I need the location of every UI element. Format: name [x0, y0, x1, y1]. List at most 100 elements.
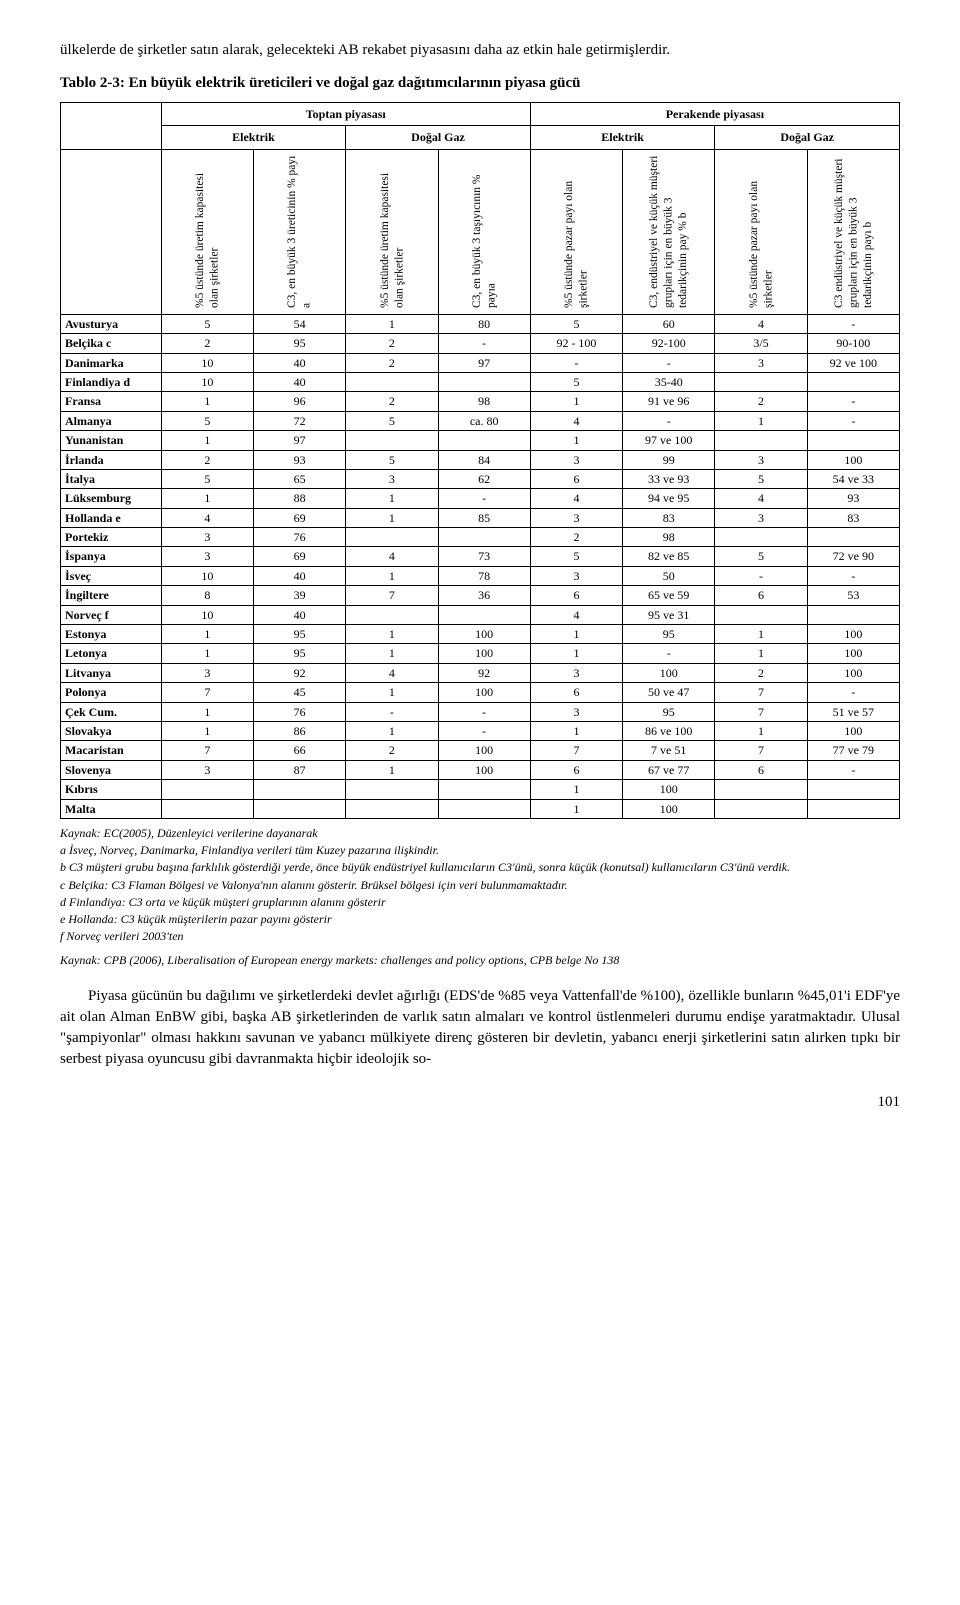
- table-cell: [807, 528, 899, 547]
- note-line: Kaynak: EC(2005), Düzenleyici verilerine…: [60, 825, 900, 841]
- table-cell: -: [715, 566, 807, 585]
- table-cell: [346, 372, 438, 391]
- table-row: İspanya369473582 ve 85572 ve 90: [61, 547, 900, 566]
- row-country: Belçika c: [61, 334, 162, 353]
- table-cell: [438, 528, 530, 547]
- table-cell: 3/5: [715, 334, 807, 353]
- table-title: Tablo 2-3: En büyük elektrik üreticileri…: [60, 75, 900, 92]
- row-country: Yunanistan: [61, 431, 162, 450]
- table-cell: [161, 799, 253, 818]
- table-cell: -: [438, 702, 530, 721]
- row-country: Slovenya: [61, 760, 162, 779]
- table-row: Hollanda e469185383383: [61, 508, 900, 527]
- table-cell: 10: [161, 605, 253, 624]
- table-cell: 2: [161, 450, 253, 469]
- table-cell: 95: [623, 702, 715, 721]
- table-cell: 1: [530, 799, 622, 818]
- table-cell: 7 ve 51: [623, 741, 715, 760]
- table-cell: 54 ve 33: [807, 469, 899, 488]
- table-cell: [807, 372, 899, 391]
- table-cell: [715, 799, 807, 818]
- table-notes: Kaynak: EC(2005), Düzenleyici verilerine…: [60, 825, 900, 944]
- table-row: İtalya565362633 ve 93554 ve 33: [61, 469, 900, 488]
- table-cell: 6: [530, 586, 622, 605]
- table-cell: 5: [346, 450, 438, 469]
- table-cell: 72: [253, 411, 345, 430]
- table-cell: [807, 799, 899, 818]
- table-cell: -: [807, 760, 899, 779]
- row-country: Kıbrıs: [61, 780, 162, 799]
- table-cell: 100: [438, 741, 530, 760]
- table-cell: 3: [715, 353, 807, 372]
- table-cell: -: [807, 566, 899, 585]
- table-row: Slovakya1861-186 ve 1001100: [61, 721, 900, 740]
- table-cell: 6: [530, 683, 622, 702]
- table-row: Belçika c2952-92 - 10092-1003/590-100: [61, 334, 900, 353]
- colhead-6: %5 üstünde pazar payı olan şirketler: [715, 149, 807, 314]
- table-cell: [715, 528, 807, 547]
- table-cell: 92 - 100: [530, 334, 622, 353]
- table-cell: 7: [715, 702, 807, 721]
- table-cell: 92: [253, 663, 345, 682]
- table-cell: 1: [715, 721, 807, 740]
- table-cell: 5: [530, 547, 622, 566]
- table-cell: 1: [715, 644, 807, 663]
- row-country: Avusturya: [61, 314, 162, 333]
- table-cell: [807, 431, 899, 450]
- table-cell: [438, 372, 530, 391]
- table-cell: 92 ve 100: [807, 353, 899, 372]
- table-cell: 65: [253, 469, 345, 488]
- table-row: Polonya7451100650 ve 477-: [61, 683, 900, 702]
- table-cell: 1: [161, 644, 253, 663]
- table-cell: 5: [530, 314, 622, 333]
- table-cell: 1: [530, 721, 622, 740]
- table-cell: 1: [161, 392, 253, 411]
- table-cell: 80: [438, 314, 530, 333]
- table-cell: 4: [161, 508, 253, 527]
- row-country: Letonya: [61, 644, 162, 663]
- note-line: b C3 müşteri grubu başına farklılık göst…: [60, 859, 900, 875]
- table-cell: 1: [346, 644, 438, 663]
- table-cell: 5: [715, 547, 807, 566]
- table-cell: 95: [623, 625, 715, 644]
- blank-rot: [61, 149, 162, 314]
- table-row: Danimarka1040297--392 ve 100: [61, 353, 900, 372]
- table-cell: 3: [715, 508, 807, 527]
- table-cell: 40: [253, 372, 345, 391]
- table-cell: 7: [346, 586, 438, 605]
- table-cell: 1: [715, 411, 807, 430]
- row-country: Portekiz: [61, 528, 162, 547]
- table-cell: 83: [807, 508, 899, 527]
- colhead-4: %5 üstünde pazar payı olan şirketler: [530, 149, 622, 314]
- table-cell: 5: [715, 469, 807, 488]
- table-cell: 4: [530, 411, 622, 430]
- row-country: İtalya: [61, 469, 162, 488]
- table-row: Kıbrıs1100: [61, 780, 900, 799]
- table-cell: -: [807, 411, 899, 430]
- table-cell: 7: [715, 683, 807, 702]
- table-row: Yunanistan197197 ve 100: [61, 431, 900, 450]
- table-cell: 4: [715, 314, 807, 333]
- table-cell: 3: [161, 760, 253, 779]
- table-cell: [253, 799, 345, 818]
- row-country: Fransa: [61, 392, 162, 411]
- table-row: Fransa196298191 ve 962-: [61, 392, 900, 411]
- table-cell: ca. 80: [438, 411, 530, 430]
- row-country: İngiltere: [61, 586, 162, 605]
- page-number: 101: [60, 1094, 900, 1111]
- table-cell: 40: [253, 605, 345, 624]
- table-cell: 2: [346, 334, 438, 353]
- row-country: Çek Cum.: [61, 702, 162, 721]
- table-cell: 100: [623, 663, 715, 682]
- table-cell: 39: [253, 586, 345, 605]
- table-cell: 10: [161, 566, 253, 585]
- colhead-3: C3, en büyük 3 taşıyıcının % payıa: [438, 149, 530, 314]
- table-cell: 3: [530, 663, 622, 682]
- table-cell: -: [623, 644, 715, 663]
- table-cell: 1: [530, 625, 622, 644]
- table-cell: [715, 372, 807, 391]
- table-cell: 7: [530, 741, 622, 760]
- table-cell: 51 ve 57: [807, 702, 899, 721]
- table-cell: 1: [161, 625, 253, 644]
- table-cell: 50 ve 47: [623, 683, 715, 702]
